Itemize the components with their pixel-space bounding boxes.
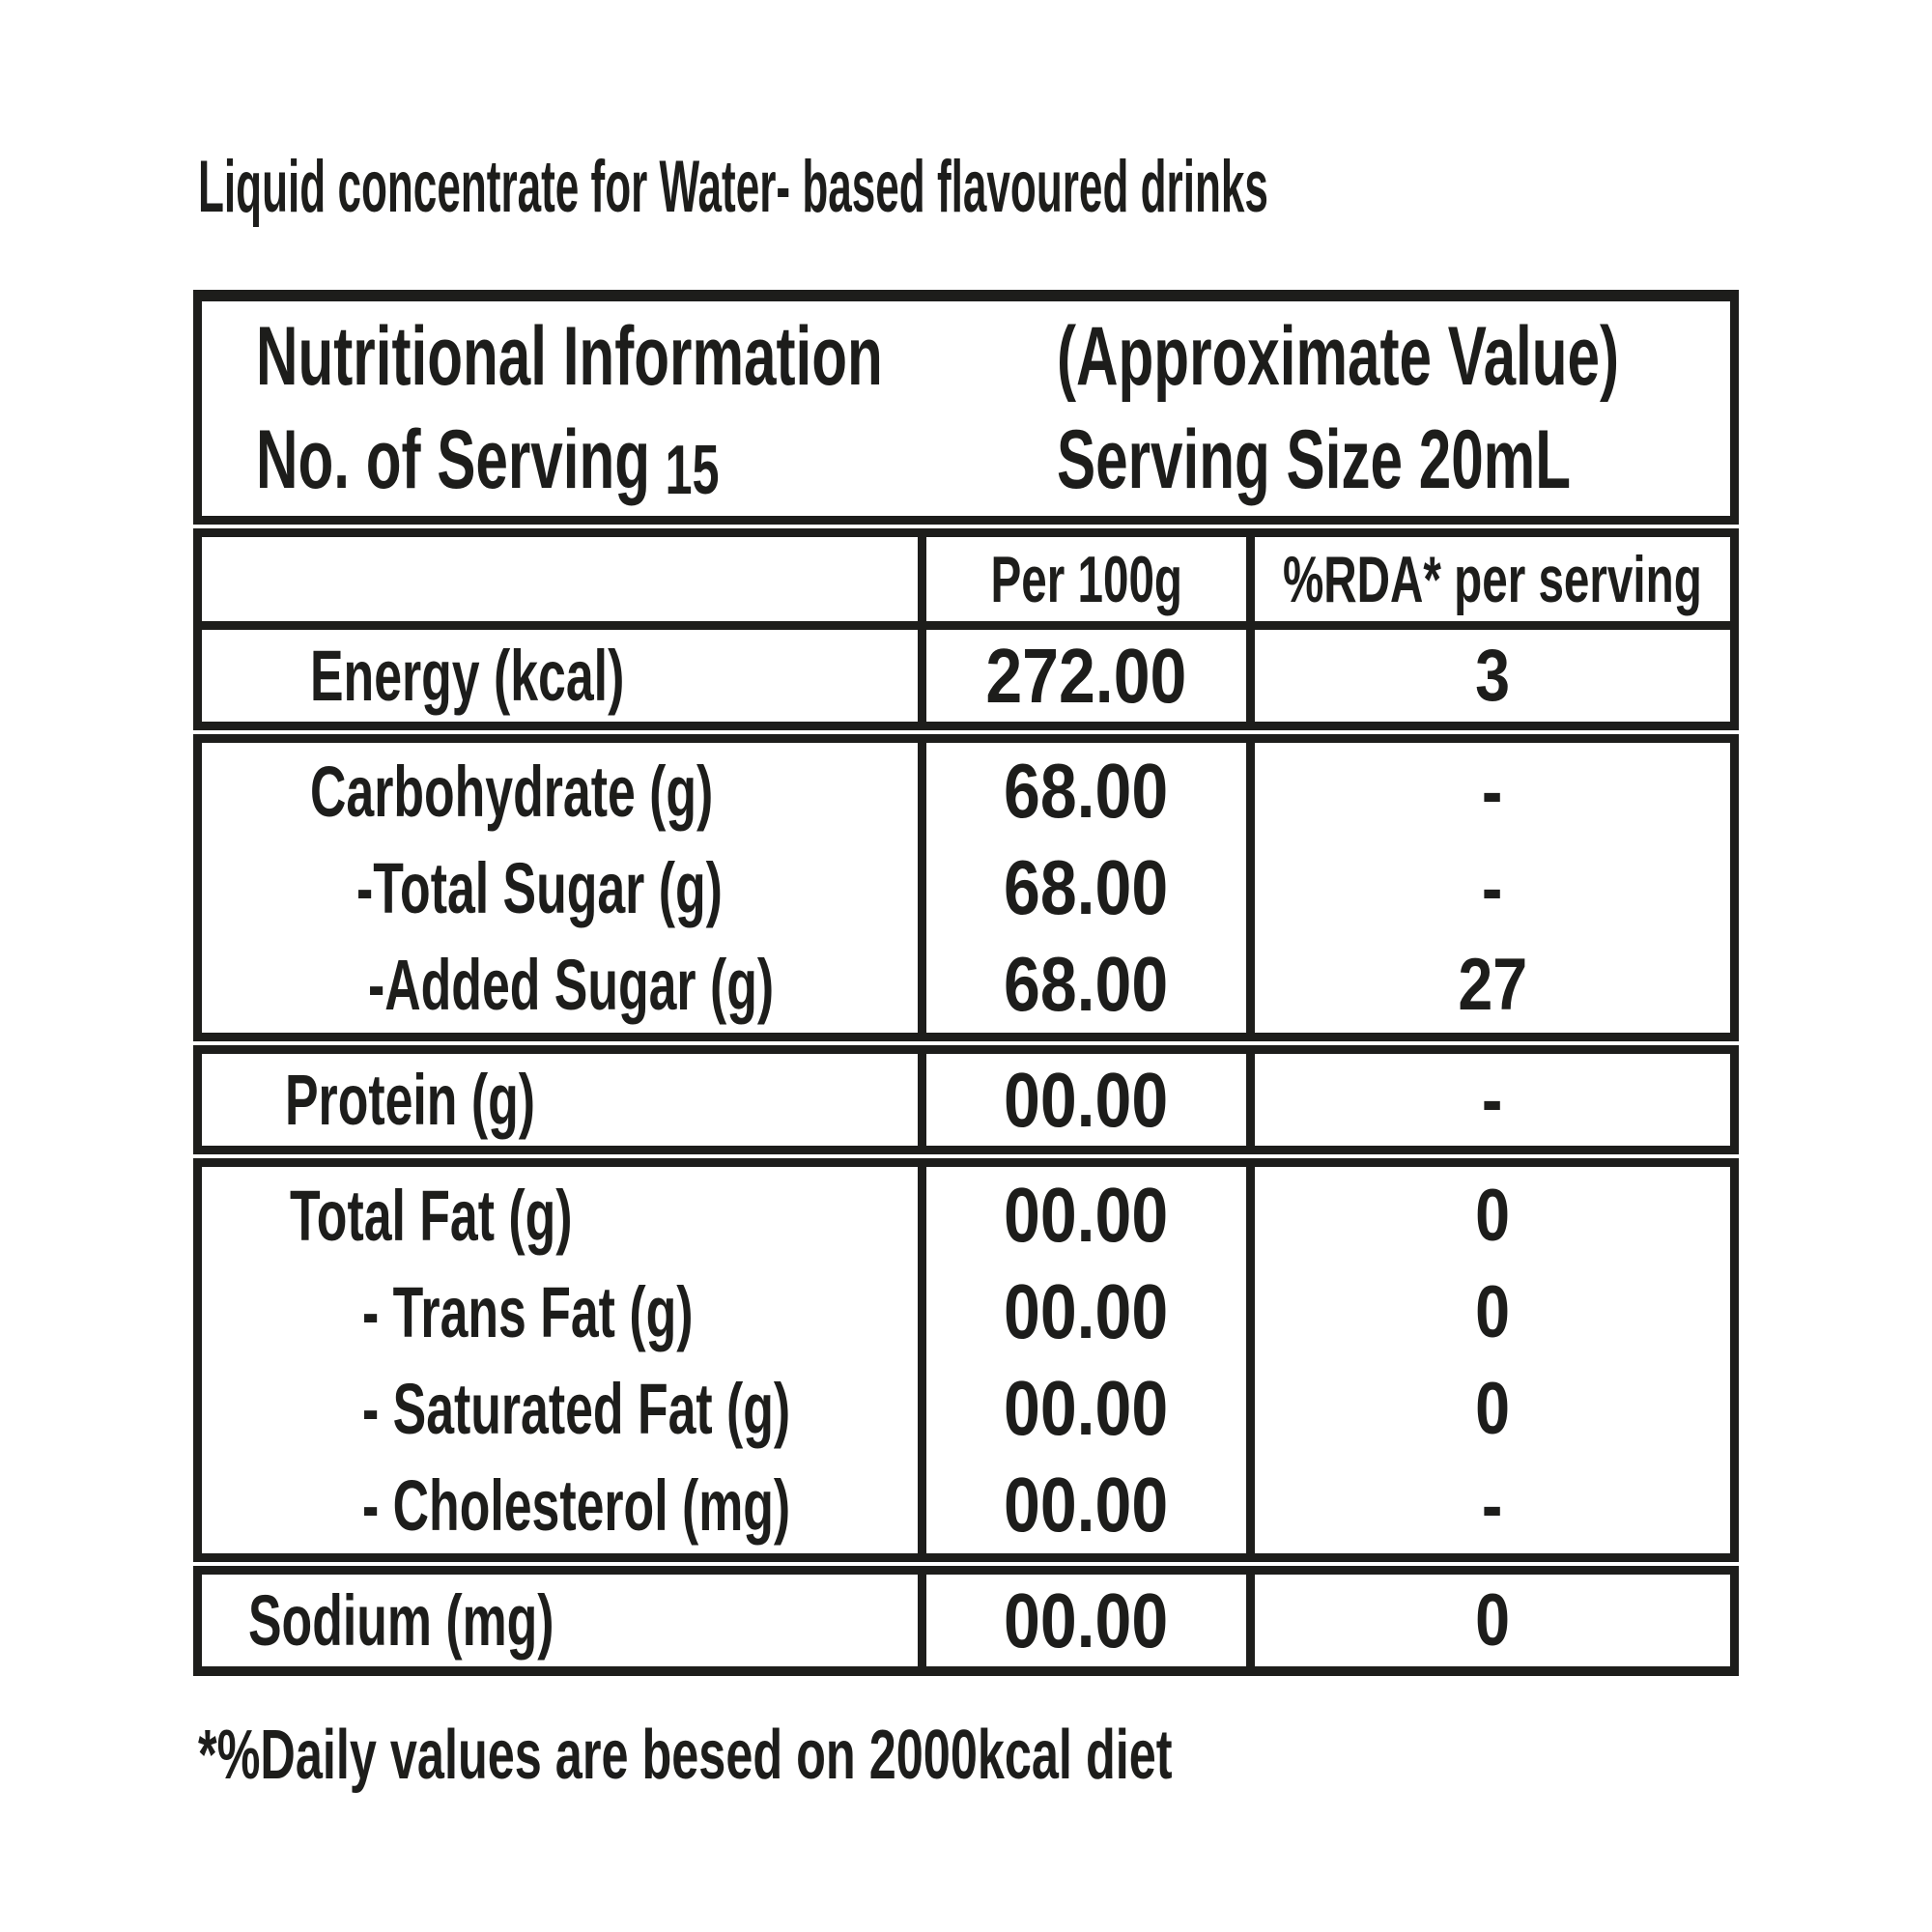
table-row: Sodium (mg) 00.00 0	[202, 1575, 1730, 1666]
row-per100g-cell: 00.00	[918, 1054, 1246, 1146]
rda-header-text: %RDA* per serving	[1283, 542, 1702, 616]
nutrition-table: Nutritional Information (Approximate Val…	[193, 290, 1739, 1676]
row-label-cell: Protein (g)	[202, 1054, 918, 1146]
row-label-cell: Sodium (mg)	[202, 1575, 918, 1666]
row-label: Energy (kcal)	[310, 636, 625, 716]
row-label-cell: - Saturated Fat (g)	[202, 1360, 918, 1457]
row-rda-cell: 0	[1246, 1264, 1730, 1360]
row-per100g-value: 68.00	[1004, 844, 1169, 930]
table-group-sodium: Sodium (mg) 00.00 0	[193, 1566, 1739, 1676]
table-row: -Total Sugar (g) 68.00 -	[202, 839, 1730, 936]
row-label-cell: -Added Sugar (g)	[202, 936, 918, 1033]
table-row: - Cholesterol (mg) 00.00 -	[202, 1457, 1730, 1553]
serving-size-label: Serving Size 20mL	[1057, 413, 1571, 507]
row-label: - Cholesterol (mg)	[362, 1464, 791, 1546]
table-group-carbohydrate: Carbohydrate (g) 68.00 - -Total Sugar (g…	[193, 734, 1739, 1041]
row-rda-value: 27	[1458, 943, 1527, 1026]
row-rda-value: 3	[1475, 635, 1510, 717]
row-per100g-value: 68.00	[1004, 941, 1169, 1027]
row-rda-cell: 0	[1246, 1360, 1730, 1457]
row-rda-cell: -	[1246, 743, 1730, 839]
row-rda-value: 0	[1475, 1579, 1510, 1662]
servings-label: No. of Serving 15	[256, 412, 720, 510]
row-rda-cell: 27	[1246, 936, 1730, 1033]
row-per100g-value: 00.00	[1004, 1365, 1169, 1451]
table-group-energy: Per 100g %RDA* per serving Energy (kcal)…	[193, 528, 1739, 730]
row-rda-cell: -	[1246, 1457, 1730, 1553]
row-per100g-cell: 68.00	[918, 839, 1246, 936]
row-per100g-cell: 00.00	[918, 1457, 1246, 1553]
row-per100g-cell: 00.00	[918, 1575, 1246, 1666]
daily-values-footnote-text: *%Daily values are besed on 2000kcal die…	[198, 1717, 1173, 1794]
row-per100g-value: 00.00	[1004, 1577, 1169, 1663]
nutritional-information-title: Nutritional Information	[256, 309, 883, 403]
row-rda-value: -	[1482, 750, 1503, 833]
table-row: - Trans Fat (g) 00.00 0	[202, 1264, 1730, 1360]
row-label: - Saturated Fat (g)	[362, 1368, 791, 1449]
row-per100g-value: 00.00	[1004, 1268, 1169, 1354]
row-rda-value: -	[1482, 1059, 1503, 1141]
per100g-header-text: Per 100g	[990, 542, 1182, 616]
servings-value: 15	[665, 432, 720, 510]
row-per100g-value: 68.00	[1004, 748, 1169, 834]
table-header-line2: No. of Serving 15 Serving Size 20mL	[202, 412, 1730, 509]
row-rda-value: -	[1482, 1463, 1503, 1547]
row-per100g-cell: 00.00	[918, 1167, 1246, 1264]
row-label-cell: Energy (kcal)	[202, 630, 918, 722]
row-label-cell: -Total Sugar (g)	[202, 839, 918, 936]
row-rda-cell: 0	[1246, 1575, 1730, 1666]
servings-label-text: No. of Serving	[256, 413, 651, 507]
row-label: Carbohydrate (g)	[310, 751, 714, 832]
table-header-line1: Nutritional Information (Approximate Val…	[202, 308, 1730, 405]
row-label-cell: - Trans Fat (g)	[202, 1264, 918, 1360]
row-label: -Added Sugar (g)	[368, 944, 775, 1025]
row-per100g-cell: 272.00	[918, 630, 1246, 722]
table-row: Carbohydrate (g) 68.00 -	[202, 743, 1730, 839]
table-row: - Saturated Fat (g) 00.00 0	[202, 1360, 1730, 1457]
table-header-group: Nutritional Information (Approximate Val…	[193, 290, 1739, 525]
row-rda-cell: -	[1246, 1054, 1730, 1146]
row-rda-value: -	[1482, 846, 1503, 929]
table-group-protein: Protein (g) 00.00 -	[193, 1045, 1739, 1154]
row-per100g-cell: 68.00	[918, 743, 1246, 839]
row-label-cell: - Cholesterol (mg)	[202, 1457, 918, 1553]
product-description: Liquid concentrate for Water- based flav…	[198, 147, 1932, 228]
row-per100g-cell: 68.00	[918, 936, 1246, 1033]
row-per100g-cell: 00.00	[918, 1264, 1246, 1360]
product-description-text: Liquid concentrate for Water- based flav…	[198, 146, 1268, 228]
row-label: Total Fat (g)	[290, 1175, 573, 1256]
row-rda-value: 0	[1475, 1174, 1510, 1257]
row-per100g-value: 00.00	[1004, 1056, 1169, 1143]
row-rda-value: 0	[1475, 1367, 1510, 1450]
row-per100g-value: 272.00	[985, 632, 1187, 719]
row-rda-cell: 3	[1246, 630, 1730, 722]
column-header-row: Per 100g %RDA* per serving	[202, 537, 1730, 630]
row-label: Protein (g)	[285, 1060, 535, 1140]
row-rda-value: 0	[1475, 1270, 1510, 1353]
table-row: -Added Sugar (g) 68.00 27	[202, 936, 1730, 1033]
column-header-rda: %RDA* per serving	[1246, 537, 1730, 630]
row-label-cell: Carbohydrate (g)	[202, 743, 918, 839]
row-per100g-value: 00.00	[1004, 1462, 1169, 1548]
column-header-empty	[202, 537, 918, 630]
column-header-per100g: Per 100g	[918, 537, 1246, 630]
row-rda-cell: 0	[1246, 1167, 1730, 1264]
table-row: Protein (g) 00.00 -	[202, 1054, 1730, 1146]
row-label-cell: Total Fat (g)	[202, 1167, 918, 1264]
table-row: Total Fat (g) 00.00 0	[202, 1167, 1730, 1264]
approximate-value-label: (Approximate Value)	[1057, 309, 1620, 403]
row-rda-cell: -	[1246, 839, 1730, 936]
row-label: Sodium (mg)	[248, 1580, 554, 1661]
table-group-fat: Total Fat (g) 00.00 0 - Trans Fat (g) 00…	[193, 1158, 1739, 1562]
row-label: - Trans Fat (g)	[362, 1271, 694, 1352]
row-per100g-cell: 00.00	[918, 1360, 1246, 1457]
row-per100g-value: 00.00	[1004, 1172, 1169, 1258]
daily-values-footnote: *%Daily values are besed on 2000kcal die…	[198, 1717, 1590, 1794]
row-label: -Total Sugar (g)	[356, 847, 723, 928]
table-row: Energy (kcal) 272.00 3	[202, 630, 1730, 722]
